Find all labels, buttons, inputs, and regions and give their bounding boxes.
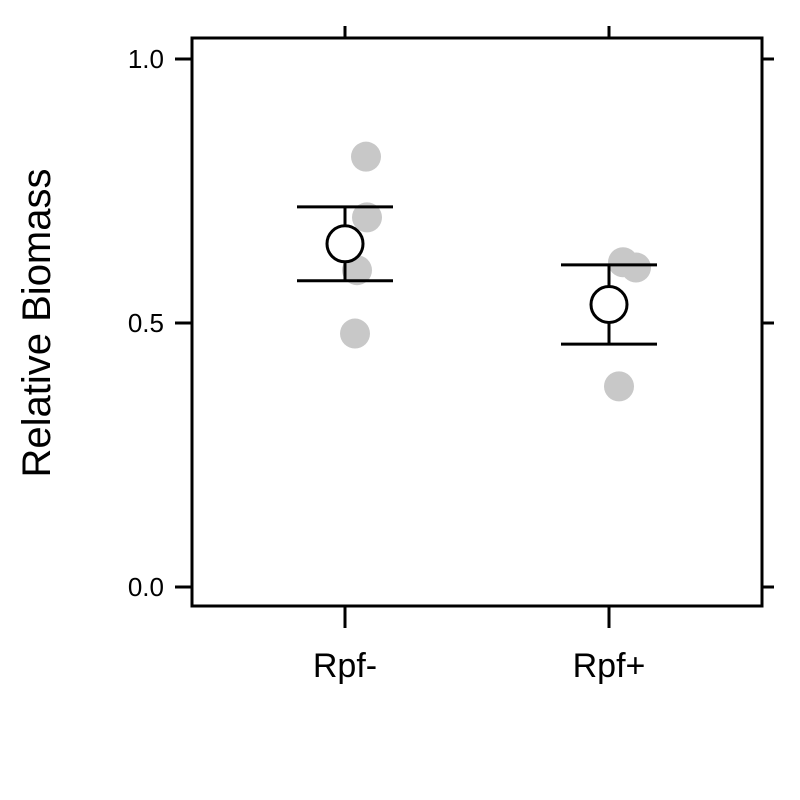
plot-frame — [190, 36, 764, 608]
data-point — [351, 141, 381, 172]
data-points — [340, 141, 651, 402]
data-point — [604, 371, 634, 402]
mean-marker — [325, 224, 365, 264]
data-point — [352, 202, 382, 233]
y-axis-title: Relative Biomass — [15, 168, 59, 477]
data-point — [340, 318, 370, 349]
mean-markers — [325, 224, 629, 325]
plot-panel — [190, 36, 764, 608]
y-tick-label: 1.0 — [128, 44, 164, 74]
data-point — [621, 252, 651, 283]
y-axis: 0.0 0.5 1.0 — [128, 44, 774, 602]
y-tick-label: 0.5 — [128, 308, 164, 338]
x-category-label: Rpf+ — [573, 647, 646, 685]
mean-marker — [589, 285, 629, 325]
y-tick-label: 0.0 — [128, 572, 164, 602]
x-axis: Rpf- Rpf+ — [313, 26, 646, 685]
x-category-label: Rpf- — [313, 647, 377, 685]
